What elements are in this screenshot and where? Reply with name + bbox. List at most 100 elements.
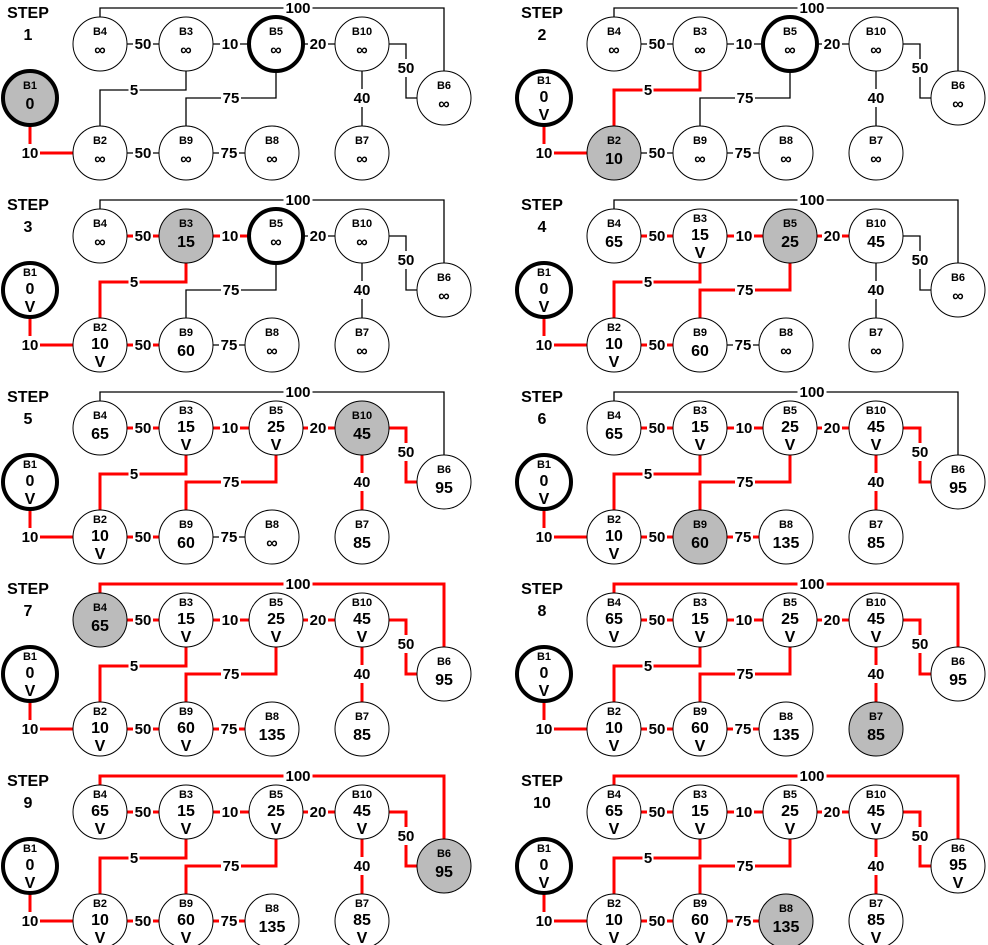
node-id-label: B1 <box>23 80 37 92</box>
node-visited-mark: V <box>609 738 620 755</box>
node-distance-label: 95 <box>435 480 453 497</box>
edge-weight-bg <box>733 336 753 354</box>
node-id-label: B4 <box>607 597 622 609</box>
node-visited-mark: V <box>609 546 620 563</box>
node-b5 <box>248 400 304 456</box>
node-id-label: B3 <box>693 789 707 801</box>
step-title-word: STEP <box>7 197 49 214</box>
node-distance-label: 0 <box>540 281 549 298</box>
node-visited-mark: V <box>95 930 106 945</box>
node-distance-label: 95 <box>949 672 967 689</box>
node-distance-label: 10 <box>605 528 623 545</box>
step-title-word: STEP <box>7 581 49 598</box>
edge-weight-bg <box>128 657 140 675</box>
node-id-label: B9 <box>693 898 707 910</box>
edge-weight-b2b3: 5 <box>130 82 138 99</box>
edge-weight-bg <box>534 144 554 162</box>
edge-weight-b2b3: 5 <box>644 82 652 99</box>
node-b3 <box>158 16 214 72</box>
edge-weight-bg <box>734 35 754 53</box>
node-b6 <box>930 70 986 126</box>
node-id-label: B4 <box>607 26 622 38</box>
edge-weight-b5b10: 20 <box>310 420 327 437</box>
node-visited-mark: V <box>609 629 620 646</box>
edge-weight-bg <box>866 281 886 299</box>
node-b4 <box>72 400 128 456</box>
edge-weight-b10b7: 40 <box>354 474 371 491</box>
edge-weight-bg <box>308 35 328 53</box>
node-id-label: B2 <box>93 322 107 334</box>
node-b10 <box>334 400 390 456</box>
node-distance-label: 65 <box>605 426 623 443</box>
edge-weight-b2b9: 50 <box>649 529 666 546</box>
node-distance-label: ∞ <box>270 42 281 59</box>
node-distance-label: 95 <box>949 857 967 874</box>
step-number: 4 <box>538 219 547 236</box>
node-id-label: B9 <box>179 898 193 910</box>
node-b2 <box>72 125 128 181</box>
node-visited-mark: V <box>609 821 620 838</box>
edge-weight-b4b3: 50 <box>135 420 152 437</box>
edge-weight-bg <box>647 912 667 930</box>
node-b1 <box>515 837 573 895</box>
edge-weight-b10b7: 40 <box>868 282 885 299</box>
node-distance-label: ∞ <box>870 42 881 59</box>
edge-weight-b4b3: 50 <box>649 420 666 437</box>
node-id-label: B9 <box>179 706 193 718</box>
node-visited-mark: V <box>357 930 368 945</box>
node-b2 <box>72 701 128 757</box>
edge-weight-b10b7: 40 <box>354 666 371 683</box>
node-distance-label: 60 <box>177 720 195 737</box>
node-distance-label: 15 <box>691 419 709 436</box>
edge-b4b6 <box>99 391 445 455</box>
edge-weight-b4b3: 50 <box>135 36 152 53</box>
node-visited-mark: V <box>25 491 36 508</box>
edge-weight-b2b9: 50 <box>649 913 666 930</box>
edge-weight-b1b2: 10 <box>22 337 39 354</box>
edge-weight-b5b9: 75 <box>223 858 240 875</box>
node-distance-label: ∞ <box>438 96 449 113</box>
node-distance-label: 0 <box>26 281 35 298</box>
edge-weight-b9b8: 75 <box>221 337 238 354</box>
node-id-label: B10 <box>866 789 886 801</box>
node-b4 <box>586 592 642 648</box>
node-distance-label: 45 <box>867 419 885 436</box>
node-id-label: B3 <box>179 405 193 417</box>
node-distance-label: 60 <box>691 912 709 929</box>
node-distance-label: 60 <box>177 343 195 360</box>
node-distance-label: 45 <box>353 426 371 443</box>
edge-weight-b4b3: 50 <box>135 228 152 245</box>
node-b6 <box>930 262 986 318</box>
node-b4 <box>72 784 128 840</box>
edge-weight-bg <box>221 89 241 107</box>
node-distance-label: 60 <box>177 912 195 929</box>
node-visited-mark: V <box>357 821 368 838</box>
node-id-label: B8 <box>779 327 793 339</box>
node-distance-label: 60 <box>691 535 709 552</box>
edge-weight-bg <box>220 419 240 437</box>
edge-weight-b1b2: 10 <box>22 529 39 546</box>
node-b8 <box>758 893 814 945</box>
node-id-label: B5 <box>269 789 283 801</box>
edge-b2b3 <box>612 647 702 702</box>
node-b1 <box>515 453 573 511</box>
edge-weight-bg <box>283 767 313 785</box>
node-distance-label: ∞ <box>870 151 881 168</box>
step-number: 6 <box>538 411 547 428</box>
edge-weight-b5b9: 75 <box>737 858 754 875</box>
node-b6 <box>416 262 472 318</box>
node-b7 <box>334 125 390 181</box>
edge-weight-b5b10: 20 <box>824 36 841 53</box>
edge-weight-b10b6: 50 <box>912 636 929 653</box>
edge-b2b3 <box>98 647 188 702</box>
node-id-label: B2 <box>607 706 621 718</box>
edge-weight-b1b2: 10 <box>536 721 553 738</box>
edge-weight-b5b9: 75 <box>223 90 240 107</box>
node-distance-label: 45 <box>867 803 885 820</box>
edge-weight-bg <box>534 720 554 738</box>
node-b4 <box>72 592 128 648</box>
node-id-label: B6 <box>437 80 451 92</box>
